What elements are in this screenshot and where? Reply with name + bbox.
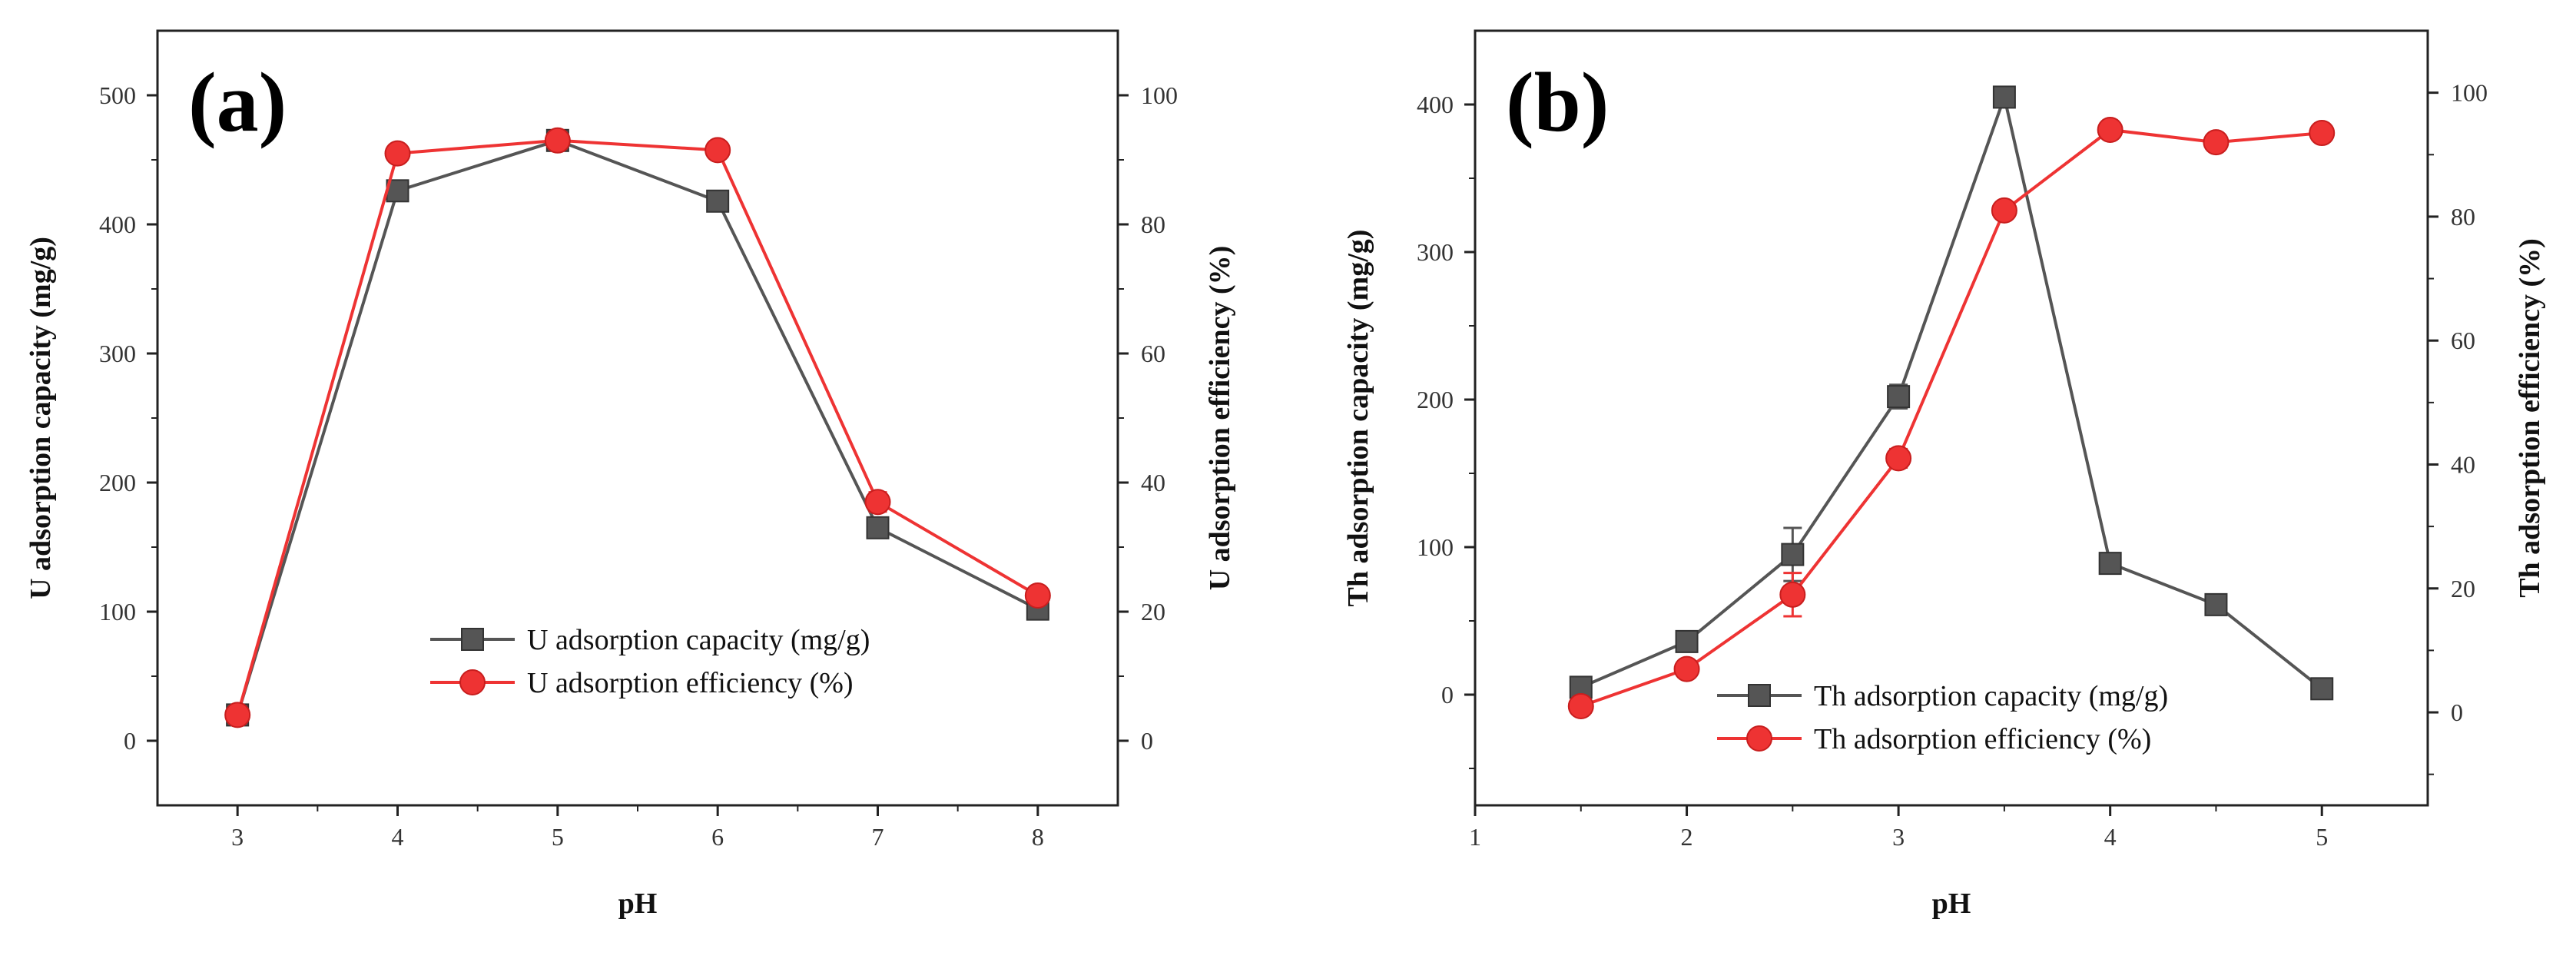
y-right-tick-label: 100 xyxy=(2451,79,2488,107)
plot-frame xyxy=(1474,29,2429,807)
y-right-tick-label: 40 xyxy=(2451,450,2475,478)
x-tick-label: 6 xyxy=(711,823,724,851)
y-right-tick-label: 60 xyxy=(1141,340,1165,367)
y-left-axis-label: Th adsorption capacity (mg/g) xyxy=(1342,230,1374,607)
x-tick-label: 5 xyxy=(552,823,564,851)
data-point-circle xyxy=(544,127,571,154)
y-left-tick-label: 500 xyxy=(99,81,136,109)
x-tick-label: 1 xyxy=(1469,823,1481,851)
legend-entry: U adsorption efficiency (%) xyxy=(430,667,854,699)
legend-marker-square xyxy=(1748,684,1771,707)
legend-label: U adsorption efficiency (%) xyxy=(527,667,854,699)
series-efficiency xyxy=(224,127,1051,728)
panel-label: (a) xyxy=(188,55,287,149)
series-efficiency xyxy=(1567,117,2336,719)
data-point-square xyxy=(1675,629,1699,653)
x-tick-label: 3 xyxy=(231,823,244,851)
series-line xyxy=(1580,128,2322,708)
data-point-square xyxy=(1992,85,2016,109)
y-right-tick-label: 20 xyxy=(1141,598,1165,626)
y-left-tick-label: 0 xyxy=(1441,681,1454,708)
y-left-tick-label: 100 xyxy=(1417,533,1454,561)
y-left-tick-label: 300 xyxy=(99,340,136,367)
data-point-circle xyxy=(224,702,251,728)
data-point-circle xyxy=(1024,582,1051,609)
x-axis-label: pH xyxy=(618,888,658,920)
data-point-circle xyxy=(2097,117,2123,144)
y-right-tick-label: 0 xyxy=(1141,727,1153,755)
data-point-circle xyxy=(1673,655,1700,682)
legend-marker-circle xyxy=(459,669,486,695)
y-right-tick-label: 20 xyxy=(2451,575,2475,602)
legend-entry: U adsorption capacity (mg/g) xyxy=(430,624,870,656)
y-left-tick-label: 200 xyxy=(1417,386,1454,413)
data-point-circle xyxy=(864,489,891,516)
series-line xyxy=(236,138,1039,715)
y-right-tick-label: 80 xyxy=(2451,203,2475,231)
y-right-tick-label: 40 xyxy=(1141,469,1165,496)
legend-marker-circle xyxy=(1746,725,1772,752)
y-right-tick-label: 80 xyxy=(1141,211,1165,238)
data-point-square xyxy=(1781,543,1805,566)
legend-marker-square xyxy=(461,628,484,651)
data-point-circle xyxy=(2203,129,2230,156)
y-right-tick-label: 0 xyxy=(2451,699,2463,726)
x-tick-label: 5 xyxy=(2316,823,2328,851)
y-right-axis-label: U adsorption efficiency (%) xyxy=(1204,246,1236,591)
x-tick-label: 4 xyxy=(2104,823,2117,851)
y-left-tick-label: 100 xyxy=(99,598,136,626)
data-point-square xyxy=(1887,385,1911,409)
series-capacity xyxy=(1569,85,2334,701)
y-left-axis-label: U adsorption capacity (mg/g) xyxy=(25,237,57,599)
x-axis-label: pH xyxy=(1932,888,1971,920)
data-point-square xyxy=(706,189,730,213)
y-right-axis-label: Th adsorption efficiency (%) xyxy=(2514,238,2546,598)
y-left-tick-label: 200 xyxy=(99,469,136,496)
x-tick-label: 3 xyxy=(1892,823,1905,851)
data-point-circle xyxy=(705,137,731,164)
chart-panel-b: 1 2 3 4 5 0 100 200 300 400 0 20 40 60 80 100 pH Th adsor… xyxy=(1342,29,2546,920)
x-tick-label: 8 xyxy=(1032,823,1044,851)
data-point-square xyxy=(2310,677,2334,701)
data-point-square xyxy=(2098,552,2122,576)
legend-entry: Th adsorption efficiency (%) xyxy=(1717,723,2151,755)
panel-label: (b) xyxy=(1506,55,1609,149)
legend-label: Th adsorption capacity (mg/g) xyxy=(1814,680,2168,712)
data-point-square xyxy=(2204,592,2228,616)
data-point-circle xyxy=(1885,445,1912,472)
data-point-circle xyxy=(2309,120,2336,147)
series-line xyxy=(236,138,1039,715)
data-point-square xyxy=(866,516,890,539)
y-right-tick-label: 100 xyxy=(1141,81,1178,109)
y-left-tick-label: 0 xyxy=(124,727,136,755)
legend-label: U adsorption capacity (mg/g) xyxy=(527,624,870,656)
y-left-tick-label: 400 xyxy=(99,211,136,238)
data-point-circle xyxy=(1991,197,2017,224)
data-point-circle xyxy=(1779,581,1806,608)
series-line xyxy=(1580,91,2323,690)
x-tick-label: 7 xyxy=(872,823,884,851)
x-tick-label: 2 xyxy=(1681,823,1693,851)
data-point-circle xyxy=(384,140,411,167)
y-left-tick-label: 400 xyxy=(1417,91,1454,118)
y-left-tick-label: 300 xyxy=(1417,238,1454,266)
data-point-circle xyxy=(1567,692,1594,719)
legend-entry: Th adsorption capacity (mg/g) xyxy=(1717,680,2168,712)
legend-label: Th adsorption efficiency (%) xyxy=(1814,723,2151,755)
x-tick-label: 4 xyxy=(392,823,404,851)
y-right-tick-label: 60 xyxy=(2451,327,2475,354)
